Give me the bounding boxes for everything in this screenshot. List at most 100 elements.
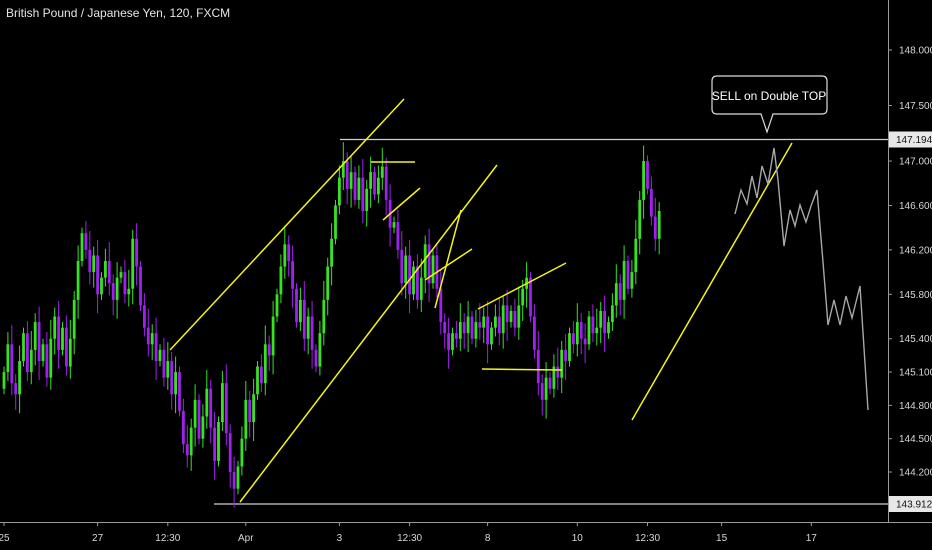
candle-body [10,344,14,384]
candle-body [2,372,6,389]
candle-body [634,238,638,273]
candle-body [76,261,80,300]
candle-body [646,161,649,189]
candle-body [104,261,107,278]
candle-body [65,327,68,367]
candle-body [521,288,525,306]
candle-body [33,322,37,350]
candle-body [162,349,166,378]
level-price-badge [889,131,932,148]
candle-body [400,249,404,284]
candle-body [68,338,72,367]
candle-body [427,244,431,284]
trend-line [239,164,498,503]
candle-body [61,327,64,350]
candle-body [248,399,252,423]
candle-body [486,316,489,345]
candle-body [404,255,408,284]
candle-body [178,372,181,411]
candle-body [622,261,626,300]
candle-body [396,222,400,250]
candle-body [529,277,532,317]
candle-body [338,177,341,206]
level-price-label: 147.194 [896,135,932,146]
candle-body [174,372,177,395]
candle-body [380,166,384,178]
candle-body [6,344,10,373]
projected-price-path [734,147,869,411]
x-tick-label: 12:30 [155,533,180,544]
candle-body [568,333,571,361]
candle-body [267,344,271,356]
y-tick-label: 144.500 [899,434,932,445]
candle-body [490,327,493,345]
x-tick-label: 27 [92,533,104,544]
candle-body [100,277,103,295]
x-tick-label: Apr [238,533,254,544]
candle-body [88,249,92,273]
candle-body [135,238,138,267]
candle-body [291,261,294,289]
candle-body [341,161,345,178]
candle-body [92,255,96,273]
candle-body [123,272,127,295]
candle-body [154,333,158,361]
candle-body [170,360,174,395]
candle-body [57,316,60,350]
candle-body [189,427,193,456]
chart-title: British Pound / Japanese Yen, 120, FXCM [6,6,231,20]
candle-body [607,322,610,334]
candle-body [96,255,99,295]
level-price-label: 143.912 [896,500,932,511]
candle-body [18,360,21,395]
y-tick-label: 144.200 [899,468,932,479]
candle-body [260,366,263,384]
candle-body [111,283,115,300]
candle-body [540,383,544,400]
candle-body [209,388,213,428]
candle-body [614,283,618,306]
candle-body [447,333,450,350]
candle-body [240,438,244,467]
candle-body [334,205,337,239]
candle-body [302,299,306,339]
candle-body [14,383,18,395]
candle-body [232,472,236,489]
candle-body [353,172,357,200]
candle-body [650,188,653,217]
level-price-badge [889,496,932,513]
candle-body [22,333,25,361]
candle-body [439,288,443,323]
candle-body [306,316,310,339]
x-tick-label: 8 [485,533,491,544]
trend-line [424,248,473,281]
candle-body [653,216,657,239]
candle-body [283,244,287,267]
trend-line [481,368,563,371]
candle-body [377,177,380,195]
candle-body [224,383,228,434]
candle-body [392,222,396,228]
y-tick-label: 144.800 [899,401,932,412]
candle-body [263,344,267,384]
candle-body [657,211,661,239]
candle-body [572,333,575,345]
candle-body [275,294,279,317]
candle-body [462,322,466,334]
candle-body [318,333,322,367]
candle-body [369,172,372,189]
y-tick-label: 145.800 [899,290,932,301]
y-tick-label: 146.600 [899,201,932,212]
candle-body [279,266,283,295]
candle-body [501,305,505,334]
candle-body [330,238,333,267]
candle-body [618,283,622,300]
candle-body [326,266,330,300]
candle-body [408,255,411,295]
trend-line [477,262,567,310]
candle-body [185,444,189,456]
candle-body [466,316,470,334]
candle-body [119,272,123,278]
candle-body [494,316,497,328]
